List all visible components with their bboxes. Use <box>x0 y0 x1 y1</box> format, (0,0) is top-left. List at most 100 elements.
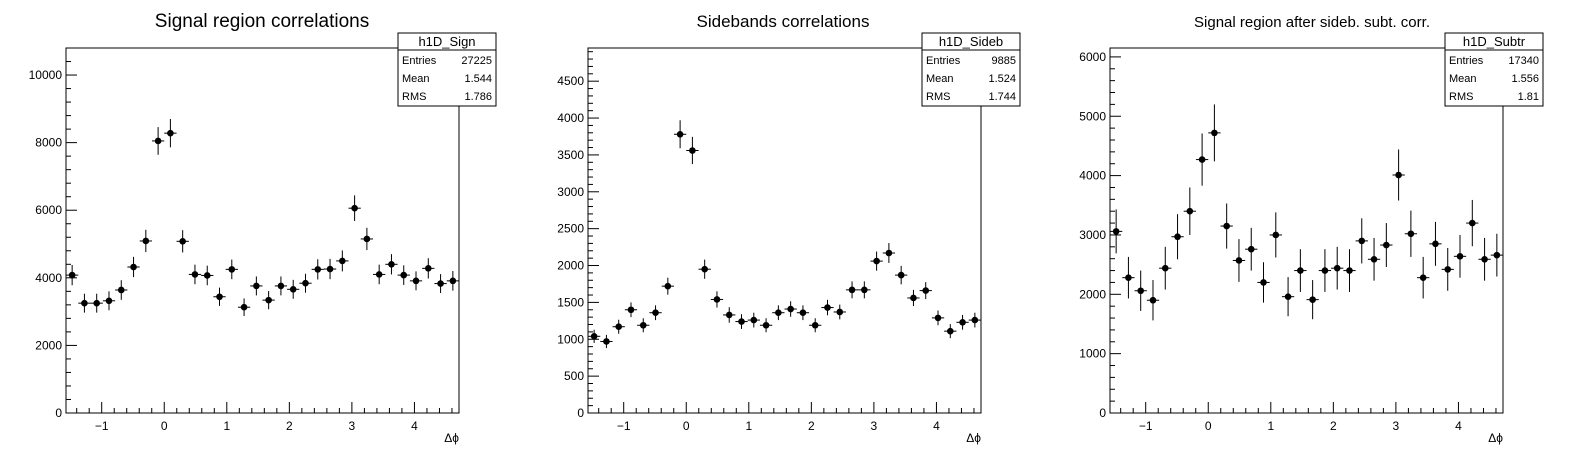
data-marker <box>885 249 893 257</box>
data-point <box>944 324 957 339</box>
x-axis-label: Δϕ <box>966 431 981 445</box>
data-point <box>1490 233 1503 277</box>
stats-box-title: h1D_Sign <box>418 34 475 49</box>
data-marker <box>253 282 260 290</box>
data-marker <box>130 263 137 271</box>
stats-box: h1D_Sideb Entries 9885 Mean 1.524 RMS 1.… <box>921 32 1021 107</box>
data-marker <box>1284 293 1292 300</box>
x-tick-label: 2 <box>808 419 815 433</box>
x-tick-label: 1 <box>1267 419 1274 433</box>
data-marker <box>1407 230 1415 238</box>
data-point <box>1122 256 1135 299</box>
data-marker <box>1174 233 1181 241</box>
x-axis-label: Δϕ <box>444 431 459 445</box>
x-tick-label: 1 <box>745 419 752 433</box>
y-tick-label: 2000 <box>35 338 62 352</box>
data-point <box>90 293 103 313</box>
x-tick-label: 4 <box>411 419 418 433</box>
data-point <box>1110 209 1123 254</box>
data-marker <box>775 309 782 317</box>
data-marker <box>1272 231 1280 239</box>
x-tick-label: 3 <box>1393 419 1400 433</box>
stats-value-entries: 9885 <box>992 55 1016 67</box>
data-point <box>1466 199 1479 247</box>
data-point <box>323 258 337 280</box>
chart-title: Sidebands correlations <box>697 12 870 31</box>
y-tick-label: 10000 <box>29 68 63 82</box>
data-point <box>1318 249 1332 292</box>
data-point <box>1306 280 1319 320</box>
data-point <box>422 258 435 279</box>
data-marker <box>738 318 745 325</box>
data-point <box>1208 104 1221 162</box>
data-marker <box>701 265 708 273</box>
chart-panel-subtracted: Signal region after sideb. subt. corr. 0… <box>1079 14 1544 445</box>
data-marker <box>836 308 844 316</box>
x-tick-label: 3 <box>349 419 356 433</box>
data-point <box>661 277 674 295</box>
data-marker <box>302 279 309 287</box>
data-point <box>882 243 896 263</box>
data-point <box>1134 270 1147 311</box>
data-marker <box>1468 219 1476 227</box>
data-point <box>858 281 871 299</box>
data-marker <box>873 257 880 265</box>
data-point <box>673 120 687 149</box>
data-marker <box>351 204 358 212</box>
stats-label-rms: RMS <box>1449 91 1473 103</box>
data-marker <box>191 271 199 278</box>
data-series <box>66 118 459 317</box>
stats-label-entries: Entries <box>1449 55 1484 67</box>
data-marker <box>824 304 831 311</box>
data-marker <box>787 305 794 313</box>
y-tick-label: 0 <box>577 406 584 420</box>
stats-value-mean: 1.556 <box>1511 73 1539 85</box>
data-point <box>434 274 447 294</box>
data-point <box>78 293 91 313</box>
x-tick-label: −1 <box>1139 419 1153 433</box>
data-point <box>600 334 613 349</box>
data-marker <box>652 309 659 317</box>
data-marker <box>750 316 758 324</box>
data-marker <box>277 282 285 290</box>
data-point <box>1331 246 1344 290</box>
data-marker <box>216 293 223 301</box>
data-marker <box>934 314 942 322</box>
data-marker <box>154 137 162 145</box>
stats-box: h1D_Subtr Entries 17340 Mean 1.556 RMS 1… <box>1444 32 1544 107</box>
y-axis: 0 2000 4000 6000 8000 10000 <box>29 47 77 420</box>
data-point <box>176 230 189 253</box>
stats-value-entries: 17340 <box>1508 55 1539 67</box>
data-marker <box>93 299 101 307</box>
x-tick-label: 0 <box>161 419 168 433</box>
data-point <box>772 305 785 321</box>
y-tick-label: 5000 <box>1079 109 1106 123</box>
data-point <box>336 250 349 272</box>
data-point <box>262 290 275 310</box>
data-marker <box>897 271 905 279</box>
data-marker <box>1493 251 1501 259</box>
data-point <box>907 289 920 307</box>
data-marker <box>1395 171 1402 179</box>
data-point <box>139 229 152 253</box>
data-point <box>833 304 846 320</box>
x-tick-label: 1 <box>223 419 230 433</box>
y-tick-label: 1000 <box>557 332 584 346</box>
data-marker <box>799 309 807 317</box>
data-point <box>1146 280 1160 321</box>
data-marker <box>689 147 696 154</box>
stats-value-rms: 1.786 <box>464 91 492 103</box>
data-marker <box>1125 274 1132 281</box>
y-axis: 0 1000 2000 3000 4000 5000 6000 <box>1079 50 1121 420</box>
data-marker <box>627 306 635 314</box>
data-marker <box>314 266 322 273</box>
data-series <box>588 120 981 349</box>
data-marker <box>117 286 125 294</box>
data-point <box>919 282 932 300</box>
data-point <box>796 305 810 321</box>
data-point <box>115 280 128 300</box>
data-point <box>201 265 214 286</box>
data-marker <box>388 260 395 268</box>
data-marker <box>400 271 408 279</box>
y-tick-label: 1500 <box>557 295 584 309</box>
